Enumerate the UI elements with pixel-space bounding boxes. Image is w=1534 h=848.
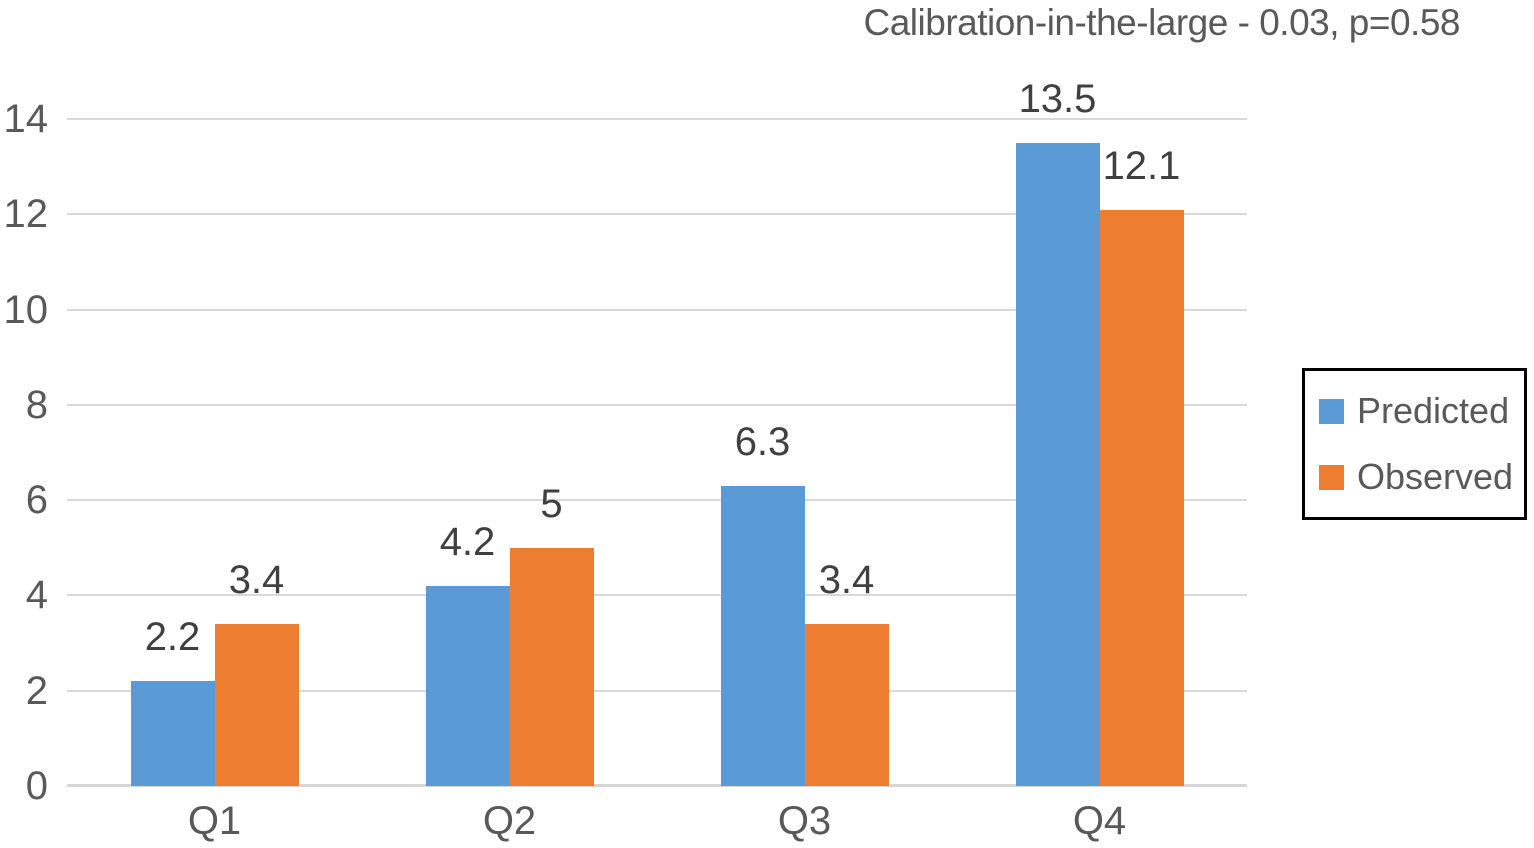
legend: Predicted Observed <box>1302 368 1527 520</box>
legend-item-observed: Observed <box>1319 456 1524 497</box>
value-label-observed-q3: 3.4 <box>818 558 875 603</box>
value-label-predicted-q2: 4.2 <box>439 519 496 564</box>
value-label-observed-q4: 12.1 <box>1102 143 1181 188</box>
legend-label-observed: Observed <box>1357 456 1514 497</box>
y-axis-tick-label: 6 <box>25 478 48 523</box>
value-label-predicted-q1: 2.2 <box>144 615 201 660</box>
x-axis-category-label: Q3 <box>777 799 832 843</box>
gridline <box>67 308 1247 311</box>
legend-label-predicted: Predicted <box>1357 390 1510 431</box>
chart-title: Calibration-in-the-large - 0.03, p=0.58 <box>863 2 1461 43</box>
gridline <box>67 403 1247 406</box>
x-axis-category-label: Q2 <box>482 799 537 843</box>
value-label-predicted-q3: 6.3 <box>734 419 791 464</box>
gridline <box>67 499 1247 502</box>
plot-area: 2.2 3.4 4.2 5 6.3 3.4 13.5 12.1 <box>67 79 1247 787</box>
x-axis-category-label: Q4 <box>1072 799 1127 843</box>
gridline <box>67 118 1247 120</box>
legend-swatch-predicted <box>1319 398 1344 424</box>
bar-observed-q3 <box>804 624 889 786</box>
legend-item-predicted: Predicted <box>1319 390 1524 431</box>
legend-swatch-observed <box>1319 464 1344 490</box>
gridline <box>67 594 1247 597</box>
bar-observed-q1 <box>214 624 299 786</box>
bar-observed-q4 <box>1099 209 1184 786</box>
value-label-predicted-q4: 13.5 <box>1018 76 1097 121</box>
bar-observed-q2 <box>509 547 594 786</box>
x-axis-line <box>67 784 1247 787</box>
y-axis-tick-label: 10 <box>3 287 49 332</box>
y-axis-tick-label: 4 <box>25 573 48 618</box>
y-axis-tick-label: 8 <box>25 382 48 427</box>
bar-predicted-q2 <box>425 585 510 786</box>
x-axis-category-label: Q1 <box>187 799 242 843</box>
y-axis-tick-label: 14 <box>3 97 49 141</box>
bar-predicted-q4 <box>1015 142 1100 786</box>
bar-predicted-q3 <box>720 485 805 786</box>
bar-predicted-q1 <box>130 681 215 786</box>
value-label-observed-q2: 5 <box>540 481 563 526</box>
y-axis-tick-label: 12 <box>3 192 49 237</box>
value-label-observed-q1: 3.4 <box>228 558 285 603</box>
gridline <box>67 689 1247 692</box>
y-axis-tick-label: 0 <box>25 764 48 808</box>
y-axis-tick-label: 2 <box>25 668 48 713</box>
gridline <box>67 213 1247 216</box>
